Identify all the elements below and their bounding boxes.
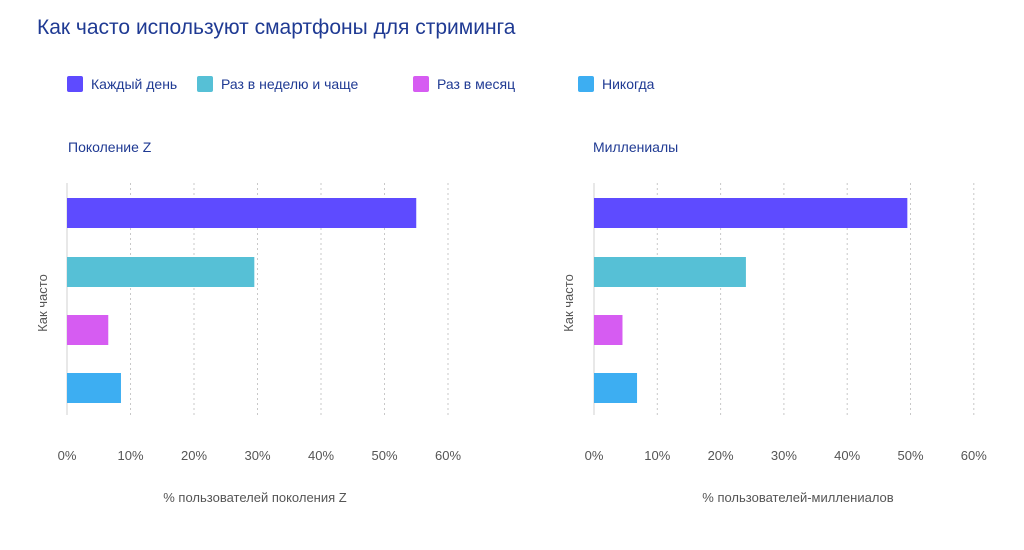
legend-label: Никогда bbox=[602, 76, 655, 92]
bar bbox=[67, 257, 255, 287]
legend-swatch bbox=[67, 76, 83, 92]
panel-title-millennials: Миллениалы bbox=[593, 139, 679, 155]
panel-title-gen-z: Поколение Z bbox=[68, 139, 152, 155]
bar bbox=[67, 315, 109, 345]
legend-swatch bbox=[197, 76, 213, 92]
legend-label: Каждый день bbox=[91, 76, 178, 92]
x-tick-label: 10% bbox=[644, 448, 670, 463]
legend-label: Раз в месяц bbox=[437, 76, 516, 92]
chart-title: Как часто используют смартфоны для стрим… bbox=[37, 16, 516, 39]
x-tick-label: 20% bbox=[708, 448, 734, 463]
y-axis-label: Как часто bbox=[35, 274, 50, 332]
legend-swatch bbox=[578, 76, 594, 92]
legend-item-weekly[interactable]: Раз в неделю и чаще bbox=[197, 76, 358, 92]
x-tick-label: 50% bbox=[371, 448, 397, 463]
legend-swatch bbox=[413, 76, 429, 92]
x-tick-label: 0% bbox=[585, 448, 604, 463]
bar bbox=[594, 257, 746, 287]
bar bbox=[594, 315, 623, 345]
legend-item-daily[interactable]: Каждый день bbox=[67, 76, 177, 92]
y-axis-label: Как часто bbox=[561, 274, 576, 332]
x-axis-label: % пользователей-миллениалов bbox=[702, 490, 894, 505]
x-tick-label: 0% bbox=[58, 448, 77, 463]
bar bbox=[594, 198, 908, 228]
bar bbox=[594, 373, 638, 403]
x-axis-label: % пользователей поколения Z bbox=[163, 490, 347, 505]
legend-label: Раз в неделю и чаще bbox=[221, 76, 359, 92]
x-tick-label: 40% bbox=[308, 448, 334, 463]
legend-item-never[interactable]: Никогда bbox=[578, 76, 654, 92]
x-tick-label: 60% bbox=[435, 448, 461, 463]
x-tick-label: 20% bbox=[181, 448, 207, 463]
bar bbox=[67, 198, 417, 228]
bar bbox=[67, 373, 121, 403]
legend-item-monthly[interactable]: Раз в месяц bbox=[413, 76, 515, 92]
x-tick-label: 40% bbox=[834, 448, 860, 463]
x-tick-label: 30% bbox=[244, 448, 270, 463]
x-tick-label: 50% bbox=[897, 448, 923, 463]
x-tick-label: 10% bbox=[117, 448, 143, 463]
x-tick-label: 60% bbox=[961, 448, 987, 463]
x-tick-label: 30% bbox=[771, 448, 797, 463]
